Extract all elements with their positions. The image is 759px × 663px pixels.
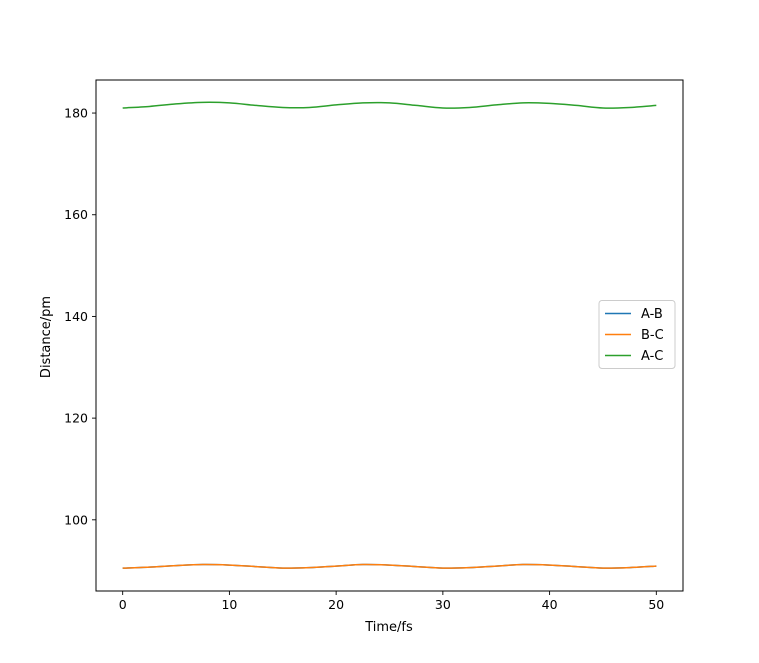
y-tick-label: 140 xyxy=(64,309,88,324)
x-tick-label: 50 xyxy=(648,597,664,612)
x-tick-label: 0 xyxy=(119,597,127,612)
legend-label-a-b: A-B xyxy=(641,307,663,322)
legend-label-a-c: A-C xyxy=(641,349,663,364)
x-axis-label: Time/fs xyxy=(364,620,413,635)
y-tick-label: 120 xyxy=(64,411,88,426)
series-line-a-c xyxy=(122,101,657,109)
y-tick-label: 160 xyxy=(64,207,88,222)
x-tick-label: 40 xyxy=(542,597,558,612)
plot-area: 0 10 20 30 40 50 100 120 140 160 180 A-B B-C A-C xyxy=(64,79,684,612)
y-tick-label: 180 xyxy=(64,106,88,121)
x-tick-label: 30 xyxy=(435,597,451,612)
x-tick-label: 20 xyxy=(328,597,344,612)
x-tick-label: 10 xyxy=(221,597,237,612)
y-tick-label: 100 xyxy=(64,512,88,527)
legend-label-b-c: B-C xyxy=(641,328,664,343)
series-line-b-c xyxy=(122,563,657,569)
y-axis-label: Distance/pm xyxy=(39,296,54,378)
plot-frame xyxy=(95,79,684,592)
legend-box xyxy=(598,300,676,369)
